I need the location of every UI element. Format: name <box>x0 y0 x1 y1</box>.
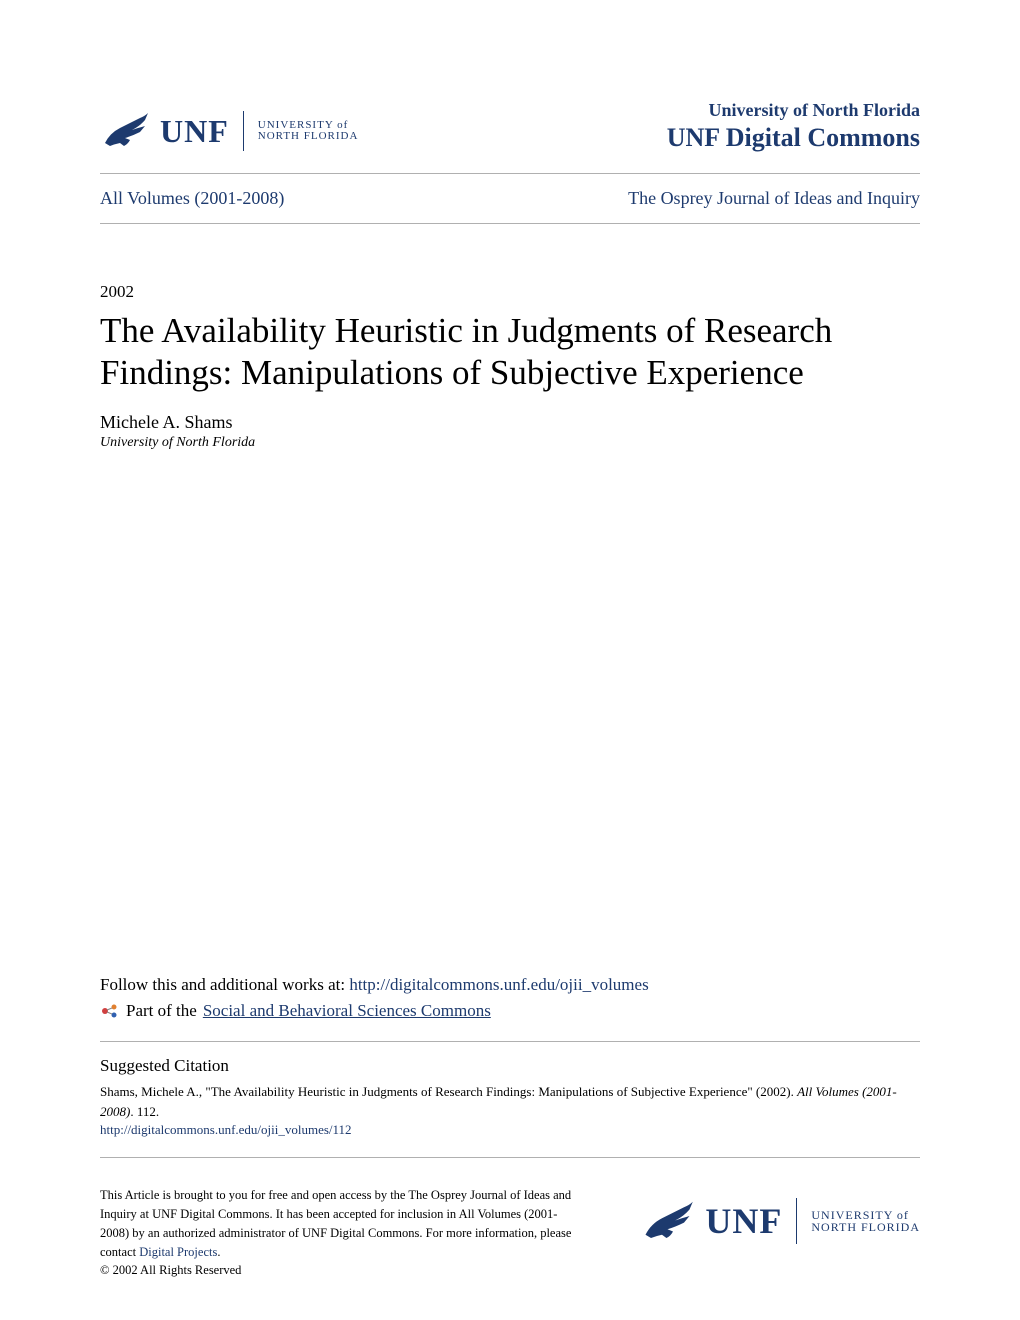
citation-part2: . 112. <box>130 1104 159 1119</box>
journal-link[interactable]: The Osprey Journal of Ideas and Inquiry <box>628 188 920 209</box>
divider-citation <box>100 1041 920 1042</box>
citation-url-link[interactable]: http://digitalcommons.unf.edu/ojii_volum… <box>100 1122 352 1137</box>
citation-section: Suggested Citation Shams, Michele A., "T… <box>100 1056 920 1139</box>
part-of-prefix: Part of the <box>126 1001 197 1021</box>
follow-url-link[interactable]: http://digitalcommons.unf.edu/ojii_volum… <box>349 975 648 994</box>
header-logo-left: UNF UNIVERSITY of NORTH FLORIDA <box>100 108 358 153</box>
author-name: Michele A. Shams <box>100 412 920 433</box>
citation-heading: Suggested Citation <box>100 1056 920 1076</box>
part-of-line: Part of the Social and Behavioral Scienc… <box>100 1001 920 1021</box>
divider-footer <box>100 1157 920 1158</box>
citation-text: Shams, Michele A., "The Availability Heu… <box>100 1082 920 1121</box>
unf-logo-text: UNF <box>160 115 229 147</box>
header-right: University of North Florida UNF Digital … <box>667 100 920 153</box>
article-title: The Availability Heuristic in Judgments … <box>100 310 920 394</box>
header: UNF UNIVERSITY of NORTH FLORIDA Universi… <box>100 100 920 153</box>
footer-north-florida-text: NORTH FLORIDA <box>811 1221 920 1233</box>
follow-line: Follow this and additional works at: htt… <box>100 975 920 995</box>
footer-logo-divider <box>796 1198 797 1244</box>
repository-name-label: UNF Digital Commons <box>667 123 920 153</box>
footer-text: This Article is brought to you for free … <box>100 1186 580 1280</box>
page-container: UNF UNIVERSITY of NORTH FLORIDA Universi… <box>0 0 1020 1320</box>
follow-prefix: Follow this and additional works at: <box>100 975 349 994</box>
footer-logo: UNF UNIVERSITY of NORTH FLORIDA <box>640 1196 920 1246</box>
copyright-text: © 2002 All Rights Reserved <box>100 1263 241 1277</box>
unf-full-name: UNIVERSITY of NORTH FLORIDA <box>258 120 359 142</box>
north-florida-text: NORTH FLORIDA <box>258 131 359 142</box>
citation-part1: Shams, Michele A., "The Availability Heu… <box>100 1084 797 1099</box>
publication-year: 2002 <box>100 282 920 302</box>
university-name-label: University of North Florida <box>667 100 920 121</box>
unf-abbreviation: UNF <box>160 115 229 147</box>
osprey-bird-icon <box>100 108 150 153</box>
university-of-text: UNIVERSITY of <box>258 120 359 131</box>
commons-link[interactable]: Social and Behavioral Sciences Commons <box>203 1001 491 1021</box>
content-spacer <box>100 451 920 975</box>
author-affiliation: University of North Florida <box>100 435 920 451</box>
footer-osprey-bird-icon <box>640 1196 695 1246</box>
footer-unf-full-name: UNIVERSITY of NORTH FLORIDA <box>811 1209 920 1233</box>
divider-sub <box>100 223 920 224</box>
footer-unf-text: UNF <box>705 1203 782 1239</box>
sub-header: All Volumes (2001-2008) The Osprey Journ… <box>100 182 920 215</box>
all-volumes-link[interactable]: All Volumes (2001-2008) <box>100 188 284 209</box>
footer-part2: . <box>217 1245 220 1259</box>
footer: This Article is brought to you for free … <box>100 1186 920 1280</box>
digital-projects-link[interactable]: Digital Projects <box>139 1245 217 1259</box>
footer-unf-abbreviation: UNF <box>705 1203 782 1239</box>
network-icon <box>100 1001 120 1021</box>
divider-top <box>100 173 920 174</box>
logo-divider <box>243 111 244 151</box>
